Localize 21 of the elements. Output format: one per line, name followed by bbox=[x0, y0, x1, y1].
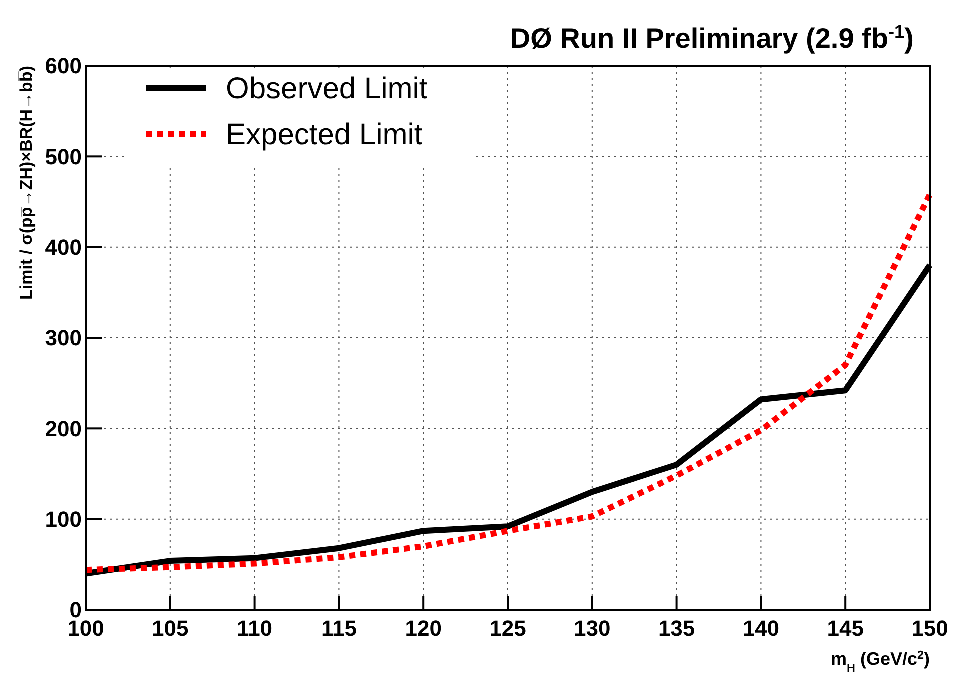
y-tick-label: 300 bbox=[45, 326, 82, 351]
x-tick-label: 125 bbox=[490, 616, 526, 641]
x-tick-label: 105 bbox=[152, 616, 189, 641]
y-tick-label: 400 bbox=[45, 235, 82, 260]
x-tick-label: 115 bbox=[321, 616, 357, 641]
x-tick-label: 150 bbox=[912, 616, 948, 641]
x-tick-label: 140 bbox=[742, 616, 780, 641]
y-tick-label: 100 bbox=[45, 507, 82, 532]
x-tick-label: 120 bbox=[405, 616, 442, 641]
x-tick-label: 145 bbox=[827, 616, 864, 641]
legend-label: Observed Limit bbox=[226, 72, 428, 106]
x-tick-label: 135 bbox=[658, 616, 696, 641]
y-axis-title: Limit / σ(pp̅→ZH)×BR(H→bb̅) bbox=[17, 66, 36, 300]
x-tick-label: 130 bbox=[574, 616, 611, 641]
chart-title: DØ Run II Preliminary (2.9 fb$^{-1}$) bbox=[510, 22, 914, 54]
y-tick-label: 200 bbox=[45, 416, 82, 442]
legend-label: Expected Limit bbox=[226, 118, 424, 152]
y-tick-label: 500 bbox=[45, 144, 82, 170]
x-tick-label: 110 bbox=[237, 616, 273, 641]
x-axis-title: m$_{H}$ (GeV/c$^{2}$) bbox=[830, 648, 930, 674]
y-tick-label: 600 bbox=[45, 54, 82, 79]
